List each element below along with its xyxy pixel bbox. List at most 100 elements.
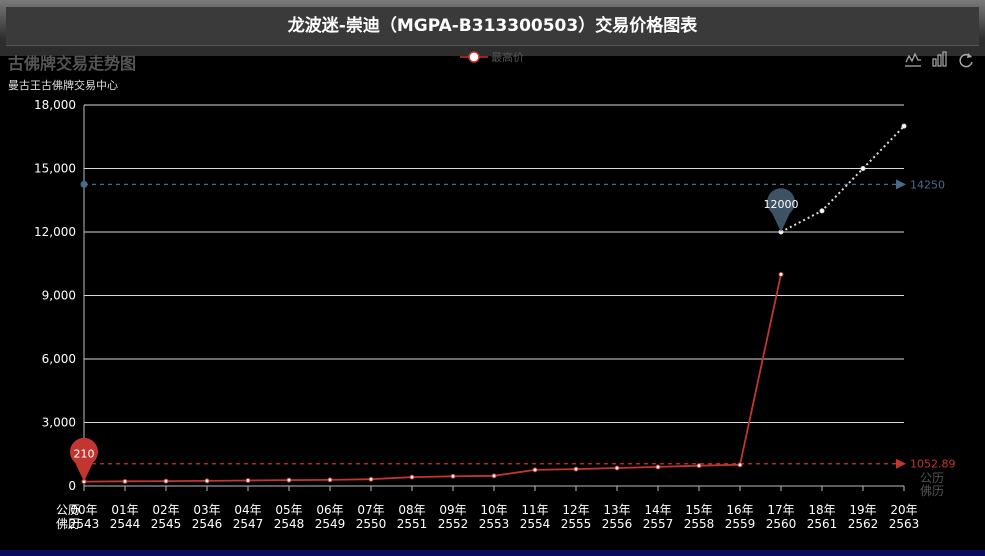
page-title: 龙波迷-崇迪（MGPA-B313300503）交易价格图表 — [287, 16, 698, 36]
data-point — [614, 465, 620, 471]
series-line-projection — [780, 125, 905, 233]
x-tick-label-year: 03年 — [193, 503, 220, 517]
y-tick-label: 15,000 — [34, 162, 76, 176]
title-bar: 龙波迷-崇迪（MGPA-B313300503）交易价格图表 — [6, 7, 979, 46]
series-line-max-price — [83, 274, 782, 483]
x-tick-label-be: 2558 — [684, 517, 715, 531]
data-point — [532, 467, 538, 473]
data-point — [122, 478, 128, 484]
x-tick-label-year: 11年 — [521, 503, 548, 517]
data-point — [860, 166, 866, 171]
x-tick-label-year: 19年 — [849, 503, 876, 517]
x-tick-label-be: 2549 — [315, 517, 346, 531]
x-axis-name-right-ce: 公历 — [920, 471, 944, 485]
x-tick-label-be: 2562 — [848, 517, 879, 531]
y-tick-label: 18,000 — [34, 98, 76, 112]
x-tick-label-year: 17年 — [767, 503, 794, 517]
x-tick-label-be: 2547 — [233, 517, 264, 531]
mark-point-label: 210 — [74, 448, 95, 461]
x-tick-label-be: 2561 — [807, 517, 838, 531]
data-point — [737, 462, 743, 468]
x-tick-label-year: 20年 — [890, 503, 917, 517]
x-tick-label-be: 2543 — [69, 517, 100, 531]
x-tick-label-be: 2545 — [151, 517, 182, 531]
data-point — [286, 477, 292, 483]
legend-marker-symbol — [468, 51, 480, 63]
chart-title: 古佛牌交易走势图 — [8, 54, 137, 73]
mark-line-label: 1052.89 — [910, 458, 956, 471]
x-tick-label-be: 2563 — [889, 517, 920, 531]
toolbox — [905, 51, 973, 68]
mark-point-pin — [70, 437, 99, 482]
x-tick-label-year: 09年 — [439, 503, 466, 517]
data-point — [245, 477, 251, 483]
y-tick-label: 0 — [68, 479, 76, 493]
mark-line-arrow — [896, 179, 906, 190]
x-tick-label-year: 14年 — [644, 503, 671, 517]
data-point — [778, 271, 784, 277]
x-tick-label-be: 2548 — [274, 517, 305, 531]
x-tick-label-year: 18年 — [808, 503, 835, 517]
x-tick-label-be: 2552 — [438, 517, 469, 531]
legend[interactable]: 最高价 — [460, 50, 524, 64]
mark-line-arrow — [896, 458, 906, 469]
axes: 03,0006,0009,00012,00015,00018,00000年254… — [34, 98, 944, 531]
y-tick-label: 12,000 — [34, 225, 76, 239]
x-axis-name-ce: 公历 — [56, 503, 80, 517]
x-tick-label-year: 13年 — [603, 503, 630, 517]
x-tick-label-be: 2559 — [725, 517, 756, 531]
x-tick-label-be: 2551 — [397, 517, 428, 531]
x-tick-label-year: 12年 — [562, 503, 589, 517]
mark-line-label: 14250 — [910, 178, 945, 191]
x-tick-label-be: 2546 — [192, 517, 223, 531]
x-tick-label-year: 02年 — [152, 503, 179, 517]
data-point — [696, 463, 702, 469]
x-tick-label-year: 16年 — [726, 503, 753, 517]
x-tick-label-year: 01年 — [111, 503, 138, 517]
data-point — [491, 473, 497, 479]
x-tick-label-year: 15年 — [685, 503, 712, 517]
y-tick-label: 6,000 — [42, 352, 76, 366]
mark-lines: 14250 1052.89 — [80, 178, 956, 471]
data-point — [204, 478, 210, 484]
data-point — [163, 478, 169, 484]
grid — [84, 104, 904, 423]
x-tick-label-year: 00年 — [70, 503, 97, 517]
line-chart-icon[interactable] — [905, 52, 921, 67]
x-tick-label-be: 2557 — [643, 517, 674, 531]
x-tick-label-be: 2550 — [356, 517, 387, 531]
x-tick-label-be: 2544 — [110, 517, 141, 531]
x-tick-label-be: 2555 — [561, 517, 592, 531]
series — [81, 123, 907, 485]
x-tick-label-year: 08年 — [398, 503, 425, 517]
data-point — [368, 476, 374, 482]
x-tick-label-year: 07年 — [357, 503, 384, 517]
data-point — [655, 464, 661, 470]
mark-line-start — [80, 180, 88, 188]
x-tick-label-year: 05年 — [275, 503, 302, 517]
x-tick-label-year: 10年 — [480, 503, 507, 517]
mark-point-pin — [767, 188, 795, 232]
x-tick-label-be: 2556 — [602, 517, 633, 531]
data-point — [327, 477, 333, 483]
x-tick-label-be: 2560 — [766, 517, 797, 531]
mark-point-label: 12000 — [764, 198, 799, 211]
x-tick-label-be: 2553 — [479, 517, 510, 531]
refresh-icon[interactable] — [959, 53, 973, 68]
bar-chart-icon[interactable] — [932, 51, 947, 67]
y-tick-label: 9,000 — [42, 289, 76, 303]
x-tick-label-year: 04年 — [234, 503, 261, 517]
data-point — [450, 473, 456, 479]
bottom-border — [0, 550, 985, 556]
chart-subtitle: 曼古王古佛牌交易中心 — [8, 79, 118, 92]
x-axis-name-be: 佛历 — [56, 517, 80, 531]
data-point — [573, 466, 579, 472]
data-point — [901, 123, 907, 129]
x-tick-label-be: 2554 — [520, 517, 551, 531]
y-tick-label: 3,000 — [42, 416, 76, 430]
x-axis-name-right-be: 佛历 — [920, 484, 944, 498]
mark-points: 210 12000 — [70, 188, 799, 482]
data-point — [819, 208, 825, 214]
legend-label: 最高价 — [491, 50, 524, 64]
